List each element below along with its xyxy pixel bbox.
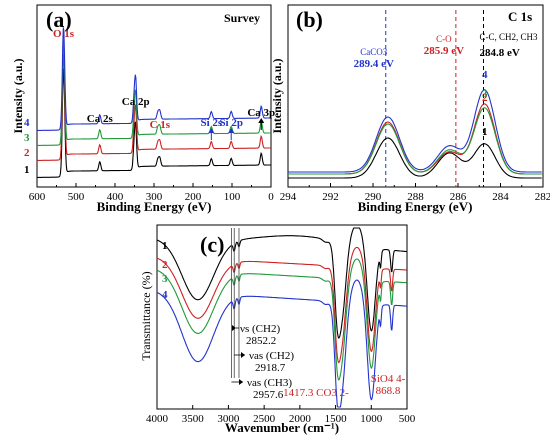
panel-c-label: (c) [200,232,224,257]
panel-c-band-label: νas (CH3) [247,377,292,389]
panel-c-ftir-spectrum: (c) Transmittance (%) Wavenumber (cm⁻¹) … [139,224,416,435]
panel-a-peak-label: Ca 2s [87,113,114,125]
panel-c-frame [156,224,408,410]
panel-a-xtick-label: 400 [107,191,124,203]
panel-b-series-label: 3 [482,88,488,100]
panel-b-series-2 [288,103,542,175]
panel-a-series-label: 3 [24,132,30,144]
panel-c-xtick-label: 500 [399,413,416,425]
panel-c-band-value: 2957.6 [253,389,284,401]
panel-b-series-3 [288,107,542,175]
panel-a-series-label: 1 [24,164,30,176]
panel-b-xtick-label: 288 [407,191,424,203]
panel-c-band-label: νs (CH2) [240,323,280,335]
panel-b-xtick-label: 284 [492,191,509,203]
panel-a-xtick-label: 100 [224,191,241,203]
panel-a-peak-label: Si 2p [219,117,243,129]
panel-c-xtick-label: 4000 [146,413,169,425]
panel-b-c1s-spectrum: (b) C 1s Intensity (a.u.) Binding Energy… [270,4,550,214]
panel-b-xtick-label: 294 [280,191,297,203]
panel-b-xtick-label: 292 [322,191,339,203]
panel-a-title: Survey [224,11,260,25]
panel-a-xtick-label: 300 [146,191,163,203]
panel-b-xtick-label: 282 [535,191,550,203]
panel-c-arrow-head-icon [232,325,236,331]
panel-c-xtick-label: 1000 [360,413,383,425]
panel-a-peak-label: O 1s [53,28,75,40]
panel-a-xtick-label: 200 [185,191,202,203]
panel-b-series-label: 2 [482,92,488,104]
panel-c-carbonate-label: 1417.3 CO3 2- [283,387,349,399]
panel-a-xtick-label: 500 [68,191,85,203]
panel-c-series-1 [156,227,407,339]
panel-b-xtick-label: 290 [365,191,382,203]
panel-b-reference-species: C-O [436,34,452,44]
panel-a-peak-label: Ca 3p [247,107,275,119]
panel-a-label: (a) [46,7,72,32]
panel-c-arrow-head-icon [239,379,243,385]
panel-a-peak-label: Ca 2p [122,96,150,108]
panel-c-xtick-label: 3500 [182,413,205,425]
panel-a-series-1 [37,68,271,178]
panel-b-reference-species: CaCO3 [360,47,388,57]
panel-a-xtick-label: 0 [268,191,274,203]
panel-c-xtick-label: 2000 [289,413,312,425]
panel-b-title: C 1s [508,9,532,24]
panel-a-xps-survey: (a) Survey Intensity (a.u.) Binding Ener… [11,4,275,214]
panel-a-series-4 [37,27,271,131]
panel-a-ylabel: Intensity (a.u.) [11,58,25,133]
panel-b-series-1 [288,137,542,179]
panel-b-xtick-label: 286 [450,191,467,203]
panel-c-series-2 [156,246,407,364]
panel-c-xtick-label: 2500 [253,413,276,425]
panel-a-peak-label: C 1s [150,119,171,131]
panel-c-band-label: νas (CH2) [249,350,294,362]
panel-b-series-label: 1 [482,126,488,138]
panel-c-xtick-label: 1500 [325,413,348,425]
panel-c-xlabel: Wavenumber (cm⁻¹) [225,420,339,435]
panel-a-series-label: 2 [24,147,30,159]
panel-b-xlabel: Binding Energy (eV) [358,199,473,214]
panel-c-series-4 [156,279,407,408]
panel-a-xtick-label: 600 [29,191,46,203]
panel-c-series-3 [156,258,407,381]
panel-b-series-4 [288,89,542,173]
panel-c-silicate-label: SiO4 4- [371,373,406,385]
panel-c-ylabel: Transmittance (%) [139,271,153,360]
panel-c-series-label: 4 [162,289,168,301]
panel-a-peak-label: Si 2s [200,117,222,129]
panel-a-series-label: 4 [24,117,30,129]
panel-b-label: (b) [296,7,323,32]
panel-c-band-value: 2852.2 [246,335,276,347]
panel-a-series-3 [37,40,271,146]
panel-b-ylabel: Intensity (a.u.) [270,58,284,133]
panel-a-xlabel: Binding Energy (eV) [97,199,212,214]
panel-a-arrow-head-icon [228,128,235,133]
panel-c-arrow-head-icon [241,352,245,358]
panel-a-series-2 [37,53,271,161]
panel-c-series-label: 2 [162,259,168,271]
panel-c-silicate-value: 868.8 [376,385,401,397]
panel-c-xtick-label: 3000 [217,413,240,425]
panel-b-series-label: 4 [482,69,488,81]
panel-b-reference-value: 289.4 eV [354,58,394,70]
panel-c-series-label: 1 [162,240,168,252]
panel-c-series-label: 3 [162,273,168,285]
panel-a-arrow-head-icon [208,128,215,133]
panel-a-arrow-head-icon [258,118,265,123]
panel-b-reference-species: C-C, CH2, CH3 [480,32,539,42]
panel-c-band-value: 2918.7 [255,362,286,374]
panel-b-reference-value: 285.9 eV [424,45,464,57]
panel-b-reference-value: 284.8 eV [480,47,520,59]
